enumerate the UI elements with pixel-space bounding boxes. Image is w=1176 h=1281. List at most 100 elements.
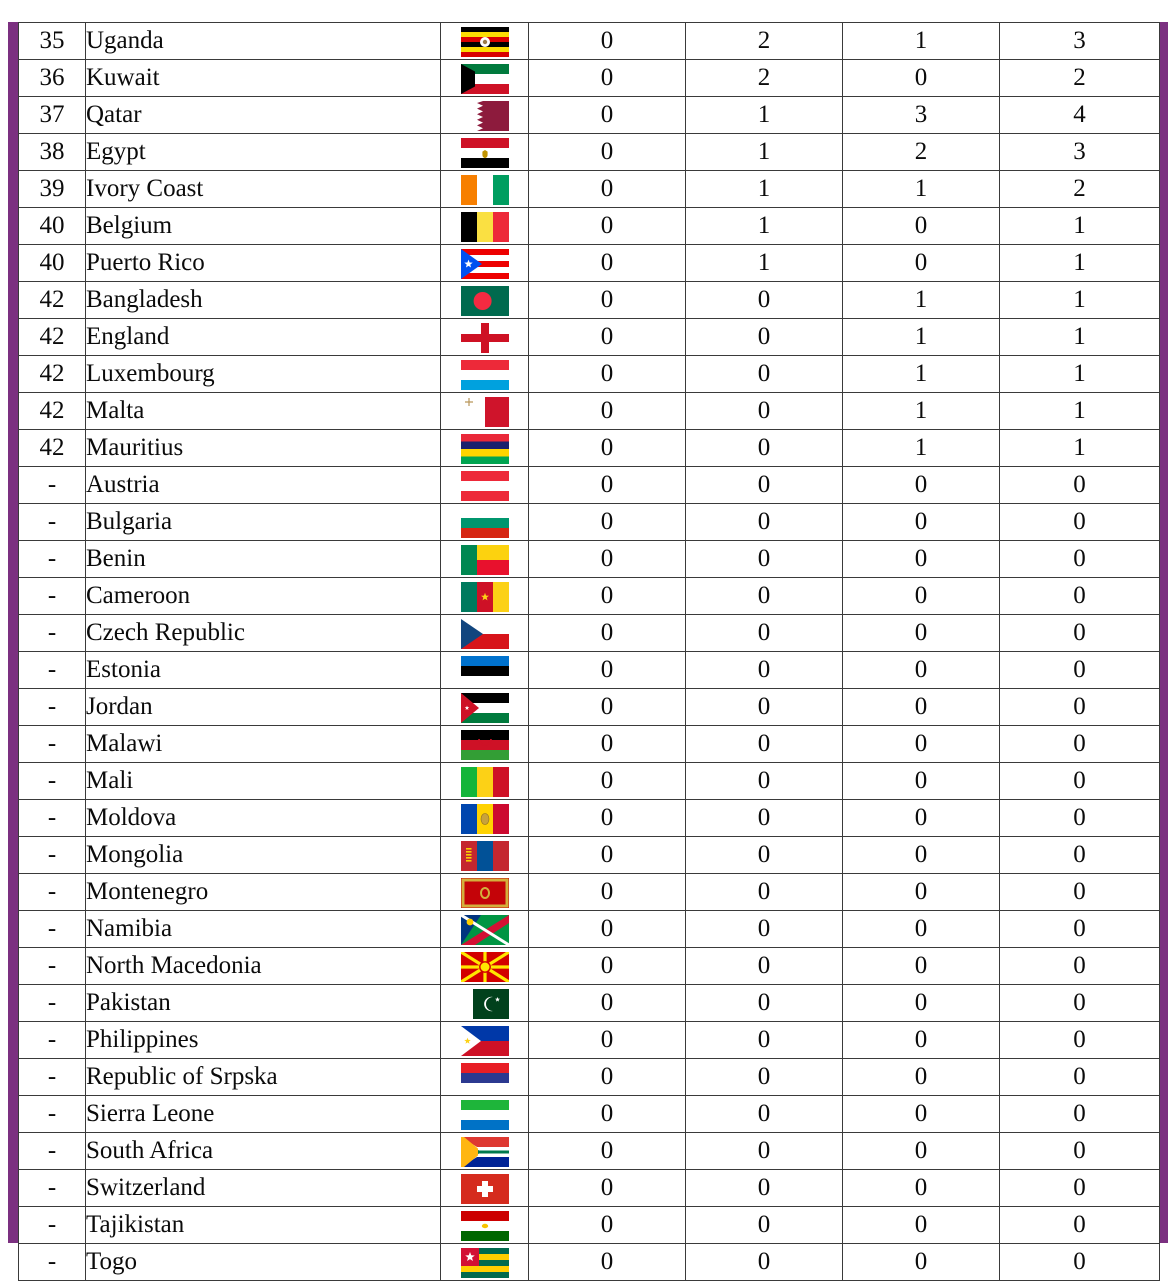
gold-medal-count-cell: 0 (528, 392, 686, 430)
silver-medal-count-cell: 0 (685, 762, 843, 800)
rank-cell: - (18, 466, 86, 504)
flag-icon (460, 656, 509, 687)
country-name-cell: Montenegro (85, 873, 441, 911)
rank-cell: 36 (18, 59, 86, 97)
gold-medal-count-cell: 0 (528, 355, 686, 393)
table-row: 42 Malta 0 0 1 1 (18, 392, 1160, 430)
flag-icon (460, 27, 509, 58)
rank-cell: - (18, 503, 86, 541)
country-name-cell: Malawi (85, 725, 441, 763)
table-row: 38 Egypt 0 1 2 3 (18, 133, 1160, 171)
flag-benin-icon (440, 540, 529, 578)
flag-jordan-icon (440, 688, 529, 726)
flag-mongolia-icon (440, 836, 529, 874)
flag-tajikistan-icon (440, 1206, 529, 1244)
flag-icon (460, 1100, 509, 1131)
country-name-cell: Kuwait (85, 59, 441, 97)
table-row: 37 Qatar 0 1 3 4 (18, 96, 1160, 134)
gold-medal-count-cell: 0 (528, 59, 686, 97)
country-name-cell: Togo (85, 1243, 441, 1281)
total-medal-count-cell: 0 (999, 725, 1160, 763)
total-medal-count-cell: 0 (999, 1132, 1160, 1170)
rank-cell: - (18, 984, 86, 1022)
bronze-medal-count-cell: 1 (842, 22, 1000, 60)
table-row: - Montenegro 0 0 0 0 (18, 873, 1160, 911)
total-medal-count-cell: 0 (999, 1206, 1160, 1244)
gold-medal-count-cell: 0 (528, 1021, 686, 1059)
total-medal-count-cell: 1 (999, 355, 1160, 393)
flag-malawi-icon (440, 725, 529, 763)
flag-icon (460, 138, 509, 169)
flag-austria-icon (440, 466, 529, 504)
flag-czech-republic-icon (440, 614, 529, 652)
gold-medal-count-cell: 0 (528, 836, 686, 874)
country-name-cell: South Africa (85, 1132, 441, 1170)
country-name-cell: Estonia (85, 651, 441, 689)
rank-cell: 42 (18, 392, 86, 430)
bronze-medal-count-cell: 1 (842, 281, 1000, 319)
flag-icon (460, 545, 509, 576)
total-medal-count-cell: 0 (999, 540, 1160, 578)
bronze-medal-count-cell: 0 (842, 762, 1000, 800)
silver-medal-count-cell: 0 (685, 318, 843, 356)
flag-icon (460, 1026, 509, 1057)
bronze-medal-count-cell: 0 (842, 725, 1000, 763)
country-name-cell: Luxembourg (85, 355, 441, 393)
flag-sierra-leone-icon (440, 1095, 529, 1133)
country-name-cell: Malta (85, 392, 441, 430)
gold-medal-count-cell: 0 (528, 1095, 686, 1133)
total-medal-count-cell: 1 (999, 429, 1160, 467)
gold-medal-count-cell: 0 (528, 799, 686, 837)
gold-medal-count-cell: 0 (528, 873, 686, 911)
gold-medal-count-cell: 0 (528, 281, 686, 319)
total-medal-count-cell: 3 (999, 22, 1160, 60)
silver-medal-count-cell: 0 (685, 281, 843, 319)
bronze-medal-count-cell: 0 (842, 1058, 1000, 1096)
rank-cell: 42 (18, 429, 86, 467)
flag-icon (460, 471, 509, 502)
flag-uganda-icon (440, 22, 529, 60)
silver-medal-count-cell: 0 (685, 688, 843, 726)
flag-icon (460, 693, 509, 724)
flag-togo-icon (440, 1243, 529, 1281)
bronze-medal-count-cell: 0 (842, 1021, 1000, 1059)
table-row: - Jordan 0 0 0 0 (18, 688, 1160, 726)
flag-montenegro-icon (440, 873, 529, 911)
rank-cell: - (18, 1021, 86, 1059)
rank-cell: - (18, 614, 86, 652)
table-row: 39 Ivory Coast 0 1 1 2 (18, 170, 1160, 208)
bronze-medal-count-cell: 0 (842, 244, 1000, 282)
table-row: 35 Uganda 0 2 1 3 (18, 22, 1160, 60)
gold-medal-count-cell: 0 (528, 1132, 686, 1170)
gold-medal-count-cell: 0 (528, 503, 686, 541)
bronze-medal-count-cell: 0 (842, 1132, 1000, 1170)
silver-medal-count-cell: 1 (685, 207, 843, 245)
country-name-cell: Qatar (85, 96, 441, 134)
rank-cell: - (18, 947, 86, 985)
table-row: - Estonia 0 0 0 0 (18, 651, 1160, 689)
gold-medal-count-cell: 0 (528, 1206, 686, 1244)
silver-medal-count-cell: 0 (685, 503, 843, 541)
bronze-medal-count-cell: 1 (842, 318, 1000, 356)
gold-medal-count-cell: 0 (528, 688, 686, 726)
silver-medal-count-cell: 2 (685, 22, 843, 60)
country-name-cell: Bulgaria (85, 503, 441, 541)
country-name-cell: Benin (85, 540, 441, 578)
rank-cell: - (18, 540, 86, 578)
flag-icon (460, 101, 509, 132)
country-name-cell: Belgium (85, 207, 441, 245)
country-name-cell: Mongolia (85, 836, 441, 874)
rank-cell: - (18, 577, 86, 615)
flag-luxembourg-icon (440, 355, 529, 393)
table-row: - Mali 0 0 0 0 (18, 762, 1160, 800)
silver-medal-count-cell: 1 (685, 244, 843, 282)
flag-philippines-icon (440, 1021, 529, 1059)
silver-medal-count-cell: 0 (685, 614, 843, 652)
gold-medal-count-cell: 0 (528, 614, 686, 652)
silver-medal-count-cell: 0 (685, 466, 843, 504)
table-row: - Switzerland 0 0 0 0 (18, 1169, 1160, 1207)
silver-medal-count-cell: 0 (685, 910, 843, 948)
table-row: - Mongolia 0 0 0 0 (18, 836, 1160, 874)
rank-cell: - (18, 873, 86, 911)
bronze-medal-count-cell: 0 (842, 947, 1000, 985)
